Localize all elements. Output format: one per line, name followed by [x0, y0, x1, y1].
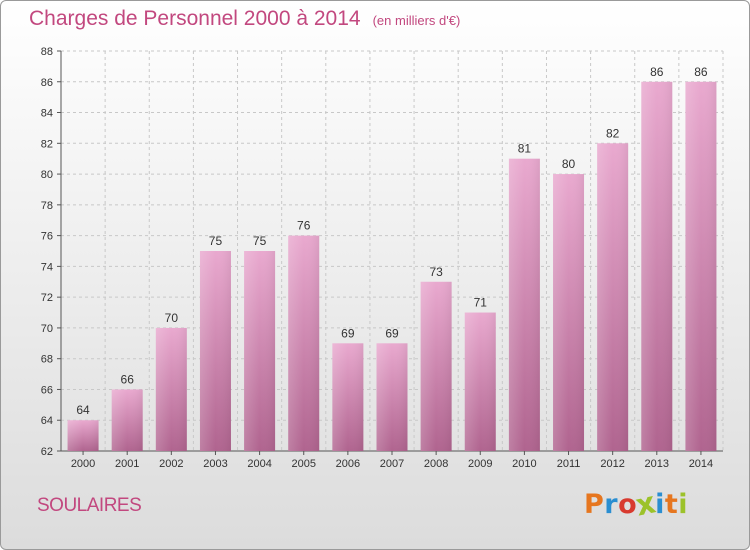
value-label-2006: 69	[341, 326, 355, 340]
x-tick-label-2013: 2013	[645, 458, 669, 470]
value-label-2007: 69	[385, 326, 399, 340]
y-tick-label: 76	[41, 231, 53, 243]
logo-letter: r	[604, 489, 619, 520]
y-tick-label: 66	[41, 384, 53, 396]
x-tick-label-2008: 2008	[424, 458, 448, 470]
bar-shine-2011	[553, 174, 585, 452]
logo-letter: i	[678, 489, 689, 520]
x-tick-label-2006: 2006	[336, 458, 360, 470]
value-label-2003: 75	[209, 234, 223, 248]
y-tick-label: 84	[41, 108, 53, 120]
logo-letter: t	[664, 489, 679, 520]
x-tick-label-2011: 2011	[557, 458, 581, 470]
y-tick-label: 74	[41, 261, 53, 273]
x-tick-label-2002: 2002	[159, 458, 183, 470]
x-tick-label-2009: 2009	[468, 458, 492, 470]
bar-shine-2008	[420, 281, 452, 451]
y-tick-label: 88	[41, 46, 53, 58]
bar-shine-2010	[508, 158, 540, 451]
value-label-2010: 81	[518, 142, 532, 156]
bar-layer	[67, 81, 717, 452]
bar-shine-2002	[155, 327, 187, 451]
value-label-2005: 76	[297, 219, 311, 233]
bar-shine-2001	[111, 389, 143, 451]
y-tick-label: 82	[41, 138, 53, 150]
y-tick-label: 70	[41, 323, 53, 335]
y-tick-label: 62	[41, 446, 53, 458]
logo-letter: o	[618, 489, 638, 520]
value-label-2011: 80	[562, 157, 576, 171]
label-layer: 62 64 66 68 70 72 74 76 78 80 82 84 86 88 64 2000 66 2001…	[41, 46, 713, 470]
x-tick-label-2000: 2000	[71, 458, 95, 470]
value-label-2000: 64	[76, 403, 90, 417]
y-tick-label: 78	[41, 200, 53, 212]
value-label-2004: 75	[253, 234, 267, 248]
bar-shine-2005	[288, 235, 320, 451]
chart-unit: (en milliers d'€)	[372, 13, 461, 28]
bar-shine-2003	[199, 251, 231, 451]
bar-shine-2009	[464, 312, 496, 451]
y-tick-label: 86	[41, 77, 53, 89]
value-label-2002: 70	[165, 311, 179, 325]
proxiti-logo[interactable]: Proxiti	[584, 486, 689, 523]
value-label-2013: 86	[650, 65, 664, 79]
bar-shine-2004	[244, 251, 276, 451]
value-label-2009: 71	[474, 296, 488, 310]
y-tick-label: 80	[41, 169, 53, 181]
value-label-2001: 66	[121, 372, 135, 386]
x-tick-label-2010: 2010	[512, 458, 536, 470]
logo-letter: P	[584, 489, 605, 520]
bar-shine-2000	[67, 420, 99, 451]
y-tick-label: 64	[41, 415, 53, 427]
y-tick-label: 72	[41, 292, 53, 304]
x-tick-label-2007: 2007	[380, 458, 404, 470]
chart-title-text: Charges de Personnel 2000 à 2014	[29, 7, 361, 30]
x-tick-label-2014: 2014	[689, 458, 713, 470]
bar-shine-2012	[597, 143, 629, 452]
bar-shine-2007	[376, 343, 408, 451]
x-tick-label-2005: 2005	[291, 458, 315, 470]
value-label-2008: 73	[429, 265, 443, 279]
bar-shine-2014	[685, 81, 717, 452]
chart-title: Charges de Personnel 2000 à 2014 (en mill…	[29, 7, 460, 31]
x-tick-label-2012: 2012	[600, 458, 624, 470]
x-tick-label-2004: 2004	[247, 458, 271, 470]
logo-letter: i	[655, 489, 665, 520]
value-label-2012: 82	[606, 126, 620, 140]
bar-shine-2006	[332, 343, 364, 451]
value-label-2014: 86	[694, 65, 708, 79]
x-tick-label-2001: 2001	[115, 458, 139, 470]
y-tick-label: 68	[41, 354, 53, 366]
place-name: SOULAIRES	[37, 495, 142, 516]
bar-shine-2013	[641, 81, 673, 452]
x-tick-label-2003: 2003	[203, 458, 227, 470]
